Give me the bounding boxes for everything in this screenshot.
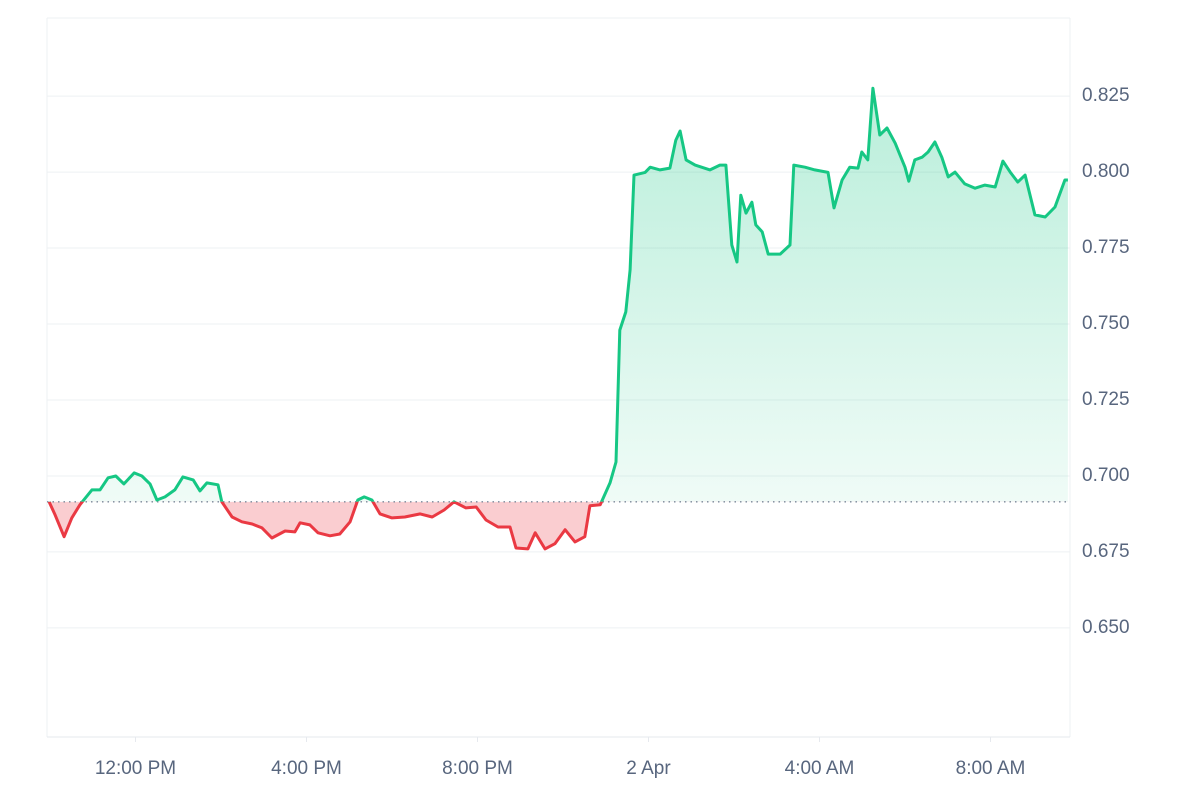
x-tick-label: 12:00 PM <box>95 758 176 779</box>
area-down <box>49 501 602 549</box>
y-tick-label: 0.750 <box>1082 313 1130 334</box>
area-up <box>49 88 1068 502</box>
x-tick-label: 8:00 AM <box>956 758 1026 779</box>
y-tick-label: 0.800 <box>1082 161 1130 182</box>
x-tick-label: 4:00 AM <box>785 758 855 779</box>
x-tick-label: 8:00 PM <box>442 758 513 779</box>
y-tick-label: 0.775 <box>1082 237 1130 258</box>
y-tick-label: 0.675 <box>1082 541 1130 562</box>
x-tick-label: 2 Apr <box>626 758 671 779</box>
price-line-up <box>49 86 1068 502</box>
x-tick-label: 4:00 PM <box>271 758 342 779</box>
y-tick-label: 0.825 <box>1082 85 1130 106</box>
y-tick-label: 0.725 <box>1082 389 1130 410</box>
y-tick-label: 0.650 <box>1082 617 1130 638</box>
y-tick-label: 0.700 <box>1082 465 1130 486</box>
